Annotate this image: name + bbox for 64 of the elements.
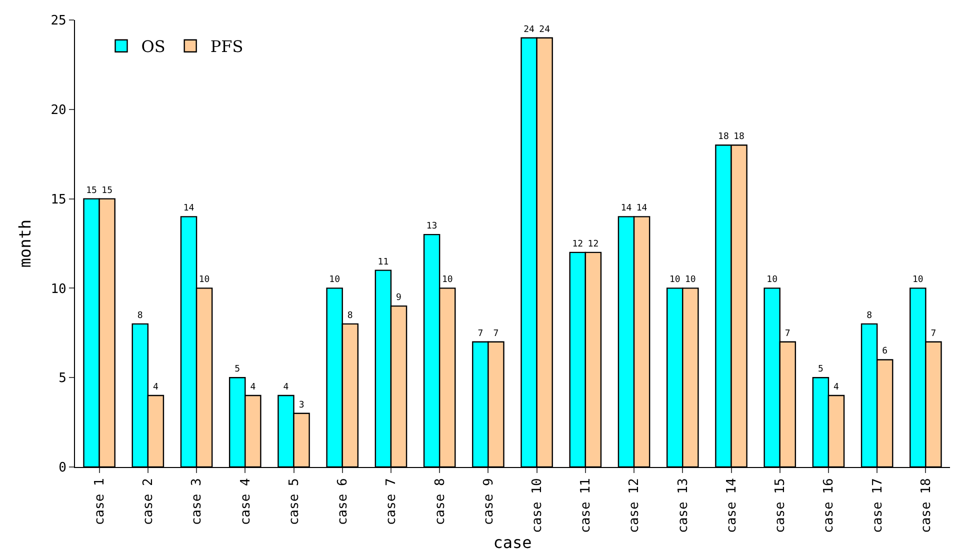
data-label: 15 — [86, 186, 97, 196]
data-label: 10 — [684, 275, 696, 286]
data-label: 10 — [442, 275, 453, 286]
data-label: 14 — [636, 204, 648, 214]
data-label: 4 — [834, 382, 839, 392]
x-tick-label: case 3 — [190, 478, 205, 526]
x-tick-label: case 15 — [773, 478, 788, 533]
x-tick-label: case 14 — [724, 478, 740, 533]
x-tick-label: case 1 — [92, 478, 108, 526]
y-tick-label: 25 — [50, 14, 66, 29]
data-label: 4 — [152, 382, 158, 392]
data-label: 10 — [766, 275, 778, 286]
y-tick-label: 0 — [58, 460, 66, 476]
x-tick-label: case 11 — [578, 478, 594, 533]
legend-label: PFS — [210, 37, 244, 56]
data-label: 8 — [347, 310, 353, 321]
y-tick-label: 15 — [50, 192, 66, 208]
data-label: 14 — [620, 204, 632, 214]
data-label: 6 — [882, 346, 888, 357]
x-tick-label: case 13 — [676, 478, 691, 533]
x-tick-label: case 8 — [432, 478, 448, 526]
data-label: 24 — [539, 24, 550, 35]
data-label: 18 — [718, 132, 729, 142]
data-label: 3 — [298, 400, 304, 410]
x-tick-label: case 10 — [530, 478, 546, 533]
data-label: 14 — [183, 204, 194, 214]
data-label: 7 — [478, 328, 484, 339]
data-label: 12 — [572, 239, 584, 250]
data-label: 18 — [734, 132, 744, 142]
x-tick-label: case 4 — [238, 478, 254, 526]
x-axis-title: case — [493, 532, 532, 552]
x-tick-label: case 2 — [141, 478, 156, 526]
data-label: 12 — [588, 239, 599, 250]
data-label: 13 — [426, 222, 438, 232]
data-label: 7 — [493, 328, 499, 339]
x-tick-label: case 12 — [627, 478, 642, 533]
data-label: 10 — [329, 275, 340, 286]
x-tick-label: case 17 — [870, 478, 886, 533]
x-tick-label: case 18 — [918, 478, 934, 533]
data-label: 7 — [930, 328, 936, 339]
y-tick-label: 10 — [50, 282, 66, 297]
y-axis-title: month — [16, 219, 35, 268]
y-tick-label: 20 — [50, 102, 66, 118]
x-tick-label: case 9 — [481, 478, 496, 526]
data-label: 10 — [198, 275, 210, 286]
x-tick-label: case 7 — [384, 478, 400, 526]
data-label: 8 — [137, 310, 143, 321]
data-label: 24 — [524, 24, 534, 35]
data-label: 4 — [250, 382, 256, 392]
data-label: 10 — [912, 275, 924, 286]
data-label: 5 — [234, 364, 240, 375]
data-label: 7 — [784, 328, 790, 339]
legend-label: OS — [141, 37, 166, 56]
x-tick-label: case 5 — [286, 478, 302, 526]
data-label: 5 — [818, 364, 824, 375]
data-label: 15 — [102, 186, 113, 196]
data-label: 9 — [396, 293, 402, 304]
data-label: 4 — [283, 382, 289, 392]
y-tick-label: 5 — [58, 371, 66, 386]
x-tick-label: case 16 — [822, 478, 837, 533]
data-label: 10 — [669, 275, 680, 286]
data-label: 8 — [866, 310, 872, 321]
data-label: 11 — [378, 257, 389, 268]
x-tick-label: case 6 — [336, 478, 351, 526]
